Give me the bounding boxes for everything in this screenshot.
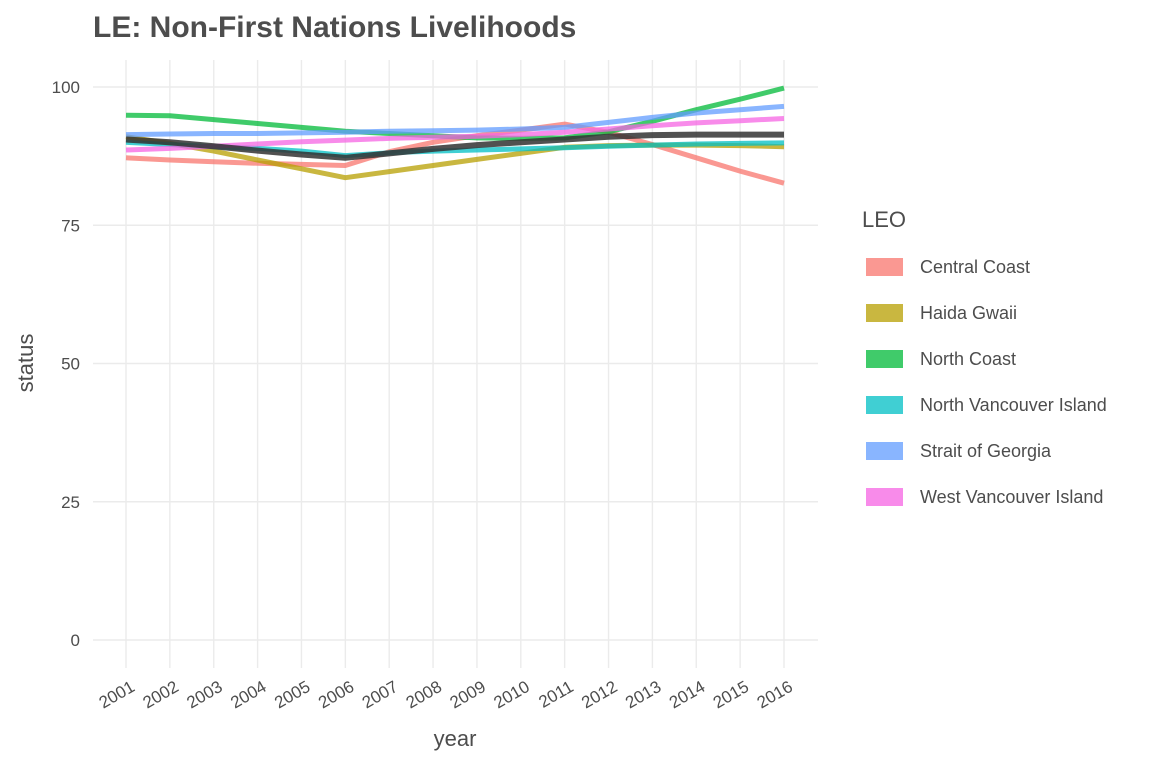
legend-label: North Coast <box>920 349 1016 369</box>
legend-swatch <box>866 396 903 414</box>
x-tick-label: 2004 <box>227 677 269 712</box>
series-line-overall <box>125 131 784 161</box>
legend-swatch <box>866 442 903 460</box>
x-tick-label: 2009 <box>447 677 489 712</box>
y-tick-label: 100 <box>52 78 80 97</box>
x-tick-label: 2010 <box>491 677 533 712</box>
legend: Central Coast Haida Gwaii North Coast North… <box>866 257 1107 507</box>
x-tick-label: 2007 <box>359 677 401 712</box>
legend-swatch <box>866 488 903 506</box>
y-tick-label: 0 <box>71 631 80 650</box>
x-tick-label: 2008 <box>403 677 445 712</box>
x-tick-label: 2011 <box>536 677 577 712</box>
series-line-strait-of-georgia <box>125 103 785 138</box>
x-tick-label: 2002 <box>140 677 182 712</box>
legend-label: West Vancouver Island <box>920 487 1103 507</box>
legend-title: LEO <box>862 207 906 232</box>
legend-label: Haida Gwaii <box>920 303 1017 323</box>
legend-label: Central Coast <box>920 257 1030 277</box>
y-tick-label: 25 <box>61 493 80 512</box>
x-tick-label: 2001 <box>96 677 138 712</box>
chart-title: LE: Non-First Nations Livelihoods <box>93 11 576 44</box>
x-tick-label: 2013 <box>622 677 664 712</box>
y-tick-label: 75 <box>61 216 80 235</box>
y-axis-ticks: 0 25 50 75 100 <box>52 78 80 650</box>
legend-swatch <box>866 258 903 276</box>
series-line-west-vancouver-island <box>125 116 785 153</box>
x-axis-title: year <box>434 726 477 751</box>
series-lines <box>125 85 785 186</box>
x-tick-label: 2003 <box>183 677 225 712</box>
x-tick-label: 2014 <box>666 677 708 712</box>
legend-swatch <box>866 304 903 322</box>
grid <box>93 60 818 668</box>
legend-label: Strait of Georgia <box>920 441 1052 461</box>
y-tick-label: 50 <box>61 355 80 374</box>
x-tick-label: 2006 <box>315 677 357 712</box>
legend-swatch <box>866 350 903 368</box>
x-tick-label: 2012 <box>578 677 620 712</box>
x-axis-ticks: 2001 2002 2003 2004 2005 2006 2007 2008 2009 2010… <box>96 677 796 712</box>
legend-label: North Vancouver Island <box>920 395 1107 415</box>
x-tick-label: 2015 <box>710 677 752 712</box>
x-tick-label: 2005 <box>271 677 313 712</box>
y-axis-title: status <box>13 334 38 393</box>
x-tick-label: 2016 <box>754 677 796 712</box>
